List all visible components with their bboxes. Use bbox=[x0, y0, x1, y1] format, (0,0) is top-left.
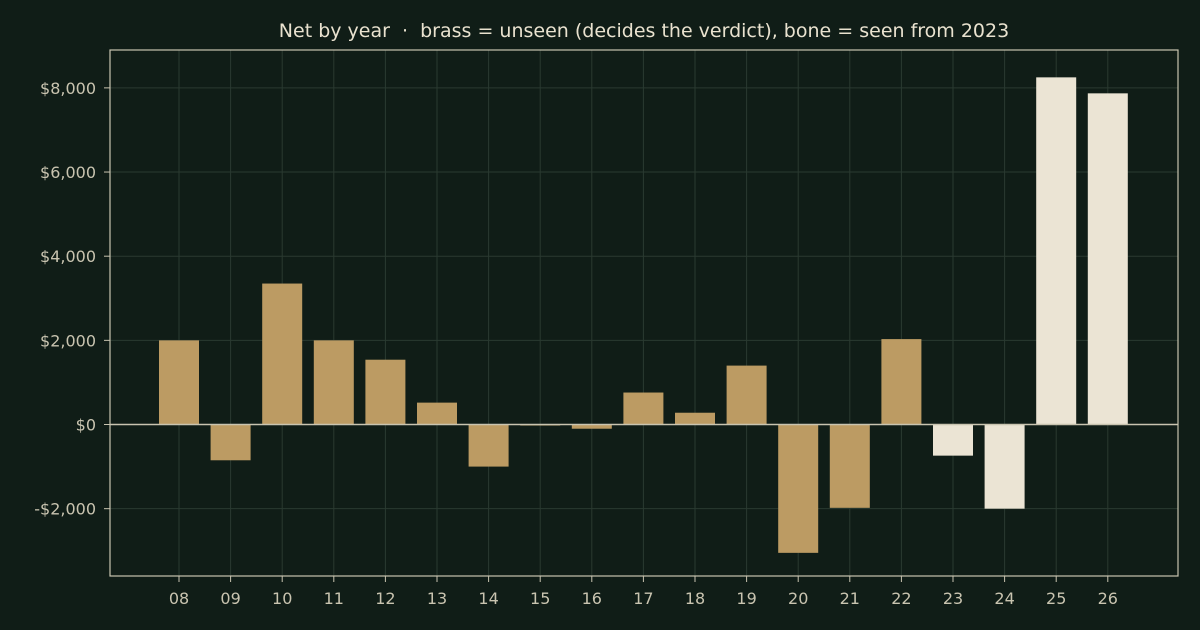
bar-09 bbox=[210, 424, 251, 461]
x-tick-label: 10 bbox=[272, 589, 292, 608]
y-tick-label: $6,000 bbox=[40, 163, 96, 182]
x-tick-label: 12 bbox=[375, 589, 395, 608]
x-tick-label: 26 bbox=[1098, 589, 1118, 608]
bar-16 bbox=[571, 424, 612, 429]
y-tick-label: $2,000 bbox=[40, 331, 96, 350]
bar-21 bbox=[829, 424, 870, 508]
bars bbox=[159, 77, 1128, 553]
bar-24 bbox=[984, 424, 1025, 509]
x-tick-label: 14 bbox=[478, 589, 498, 608]
y-tick-label: -$2,000 bbox=[34, 500, 96, 519]
bar-23 bbox=[933, 424, 973, 456]
x-tick-label: 25 bbox=[1046, 589, 1066, 608]
bar-17 bbox=[623, 392, 664, 425]
bar-14 bbox=[468, 424, 509, 467]
bar-11 bbox=[313, 340, 354, 425]
bar-19 bbox=[726, 365, 767, 425]
x-tick-label: 24 bbox=[994, 589, 1014, 608]
y-tick-label: $4,000 bbox=[40, 247, 96, 266]
x-tick-label: 21 bbox=[840, 589, 860, 608]
plot-frame bbox=[109, 49, 1179, 577]
x-tick-label: 17 bbox=[633, 589, 653, 608]
x-tick-label: 08 bbox=[169, 589, 189, 608]
tick-labels: -$2,000 $0 $2,000 $4,000 $6,000 $8,000 08 09 10 1… bbox=[34, 79, 1118, 608]
bar-13 bbox=[417, 402, 457, 425]
x-tick-label: 22 bbox=[891, 589, 911, 608]
x-tick-label: 11 bbox=[324, 589, 344, 608]
bar-18 bbox=[675, 412, 715, 425]
bar-08 bbox=[159, 340, 199, 425]
bar-25 bbox=[1036, 77, 1077, 425]
x-tick-label: 19 bbox=[736, 589, 756, 608]
x-tick-label: 09 bbox=[220, 589, 240, 608]
x-tick-label: 20 bbox=[788, 589, 808, 608]
x-tick-label: 16 bbox=[582, 589, 602, 608]
x-tick-label: 13 bbox=[427, 589, 447, 608]
x-tick-label: 23 bbox=[943, 589, 963, 608]
bar-26 bbox=[1087, 93, 1128, 425]
y-tick-label: $0 bbox=[76, 416, 96, 435]
y-tick-label: $8,000 bbox=[40, 79, 96, 98]
x-tick-label: 15 bbox=[530, 589, 550, 608]
chart-title: Net by year · brass = unseen (decides th… bbox=[279, 20, 1009, 42]
axes bbox=[104, 49, 1179, 582]
bar-22 bbox=[881, 339, 922, 425]
bar-12 bbox=[365, 359, 406, 425]
x-tick-label: 18 bbox=[685, 589, 705, 608]
bar-20 bbox=[778, 424, 819, 553]
bar-10 bbox=[262, 283, 303, 425]
